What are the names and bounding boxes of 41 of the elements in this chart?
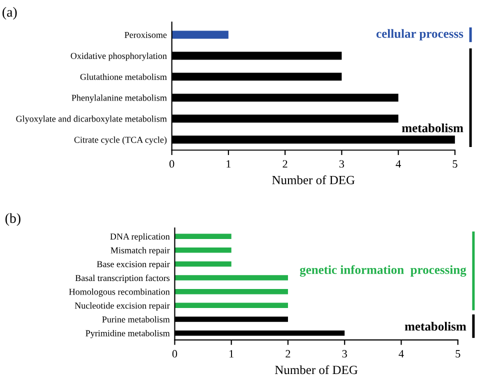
y-tick-label: Phenylalanine metabolism [72, 94, 167, 103]
y-tick-label: Glutathione metabolism [80, 74, 167, 80]
x-tick-label: 3 [342, 350, 347, 358]
x-tick-label: 2 [286, 350, 290, 358]
x-tick-label: 1 [230, 350, 234, 358]
x-tick-label: 0 [172, 350, 178, 358]
x-tick-label: 0 [169, 160, 174, 168]
y-tick-label: Nucleotide excision repair [74, 302, 170, 310]
y-tick-label: Base excision repair [96, 261, 170, 270]
x-tick-label: 1 [226, 160, 231, 168]
x-tick-label: 4 [396, 160, 401, 168]
bar [174, 261, 232, 267]
y-tick-label: Pyrimidine metabolism [86, 330, 170, 338]
legend-label: metabolism [404, 322, 466, 331]
y-tick-label: Peroxisome [124, 32, 167, 38]
bar [174, 302, 288, 308]
y-tick-label: Citrate cycle (TCA cycle) [74, 136, 167, 145]
bar [174, 275, 288, 280]
bar [172, 30, 228, 39]
x-tick-label: 2 [282, 160, 288, 168]
y-tick-label: Basal transcription factors [75, 274, 170, 283]
y-tick-label: Purine metabolism [102, 316, 170, 322]
y-tick-label: Glyoxylate and dicarboxylate metabolism [16, 116, 167, 124]
y-tick-label: Oxidative phosphorylation [70, 52, 167, 61]
series-label: metabolism [402, 123, 464, 132]
x-axis-title: Number of DEG [274, 365, 358, 374]
x-tick-label: 5 [456, 350, 460, 358]
bar [174, 248, 232, 253]
legend-label: cellular processs [376, 29, 464, 40]
text: (b) [5, 213, 20, 226]
bar [174, 234, 232, 239]
y-tick-label: DNA replication [110, 233, 170, 242]
y-tick-label: Mismatch repair [110, 247, 170, 256]
x-tick-label: 3 [339, 160, 344, 168]
y-tick-label: Homologous recombination [69, 288, 170, 297]
bar [174, 288, 288, 294]
x-tick-label: 4 [398, 350, 404, 358]
series-label: genetic information processing [300, 265, 466, 277]
x-axis-title: Number of DEG [272, 175, 355, 184]
x-tick-label: 5 [452, 160, 458, 168]
text: (a) [2, 7, 17, 20]
